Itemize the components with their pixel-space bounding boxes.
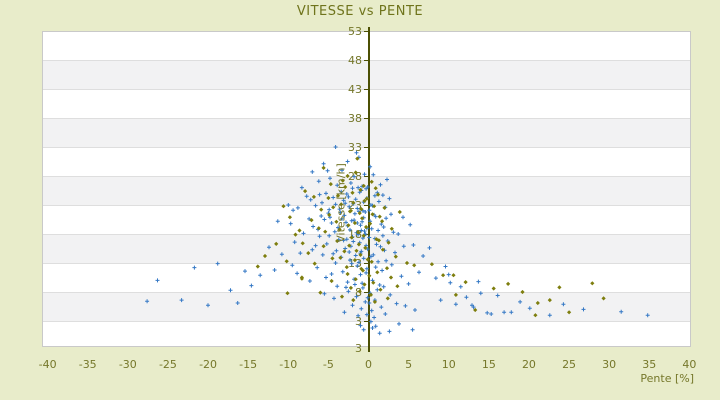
x-tick-label: -15 xyxy=(239,358,257,371)
x-tick-label: -5 xyxy=(323,358,334,371)
x-tick-label: 0 xyxy=(365,358,372,371)
y-tick-label: 53 xyxy=(348,25,362,38)
x-tick-label: 25 xyxy=(562,358,576,371)
y-tick-label: 33 xyxy=(348,141,362,154)
x-tick-label: 30 xyxy=(602,358,616,371)
y-axis-title: Vitesse [km/h] xyxy=(334,163,348,243)
y-tick-label: 3 xyxy=(355,315,362,328)
plot-band xyxy=(42,89,691,118)
x-tick-label: 20 xyxy=(522,358,536,371)
y-tick-label: 38 xyxy=(348,112,362,125)
plot-band xyxy=(42,60,691,89)
plot-band xyxy=(42,321,691,347)
y-tick-label: 43 xyxy=(348,83,362,96)
plot-band xyxy=(42,31,691,60)
x-tick-label: -20 xyxy=(199,358,217,371)
x-tick-label: 15 xyxy=(482,358,496,371)
plot-band xyxy=(42,118,691,147)
x-tick-label: -10 xyxy=(279,358,297,371)
chart-title: VITESSE vs PENTE xyxy=(296,4,424,19)
x-tick-label: -40 xyxy=(39,358,57,371)
x-axis-title: Pente [%] xyxy=(640,372,694,385)
x-tick-label: -35 xyxy=(79,358,97,371)
x-tick-label: 40 xyxy=(682,358,696,371)
y-tick-label: 8 xyxy=(355,286,362,299)
y-tick-label: 48 xyxy=(348,54,362,67)
x-tick-label: 5 xyxy=(405,358,412,371)
plot-band xyxy=(42,147,691,176)
plot-band xyxy=(42,292,691,321)
x-tick-label: -30 xyxy=(119,358,137,371)
y-axis-end-label: 3 xyxy=(355,342,362,355)
x-tick-label: -25 xyxy=(159,358,177,371)
x-tick-label: 35 xyxy=(642,358,656,371)
x-tick-label: 10 xyxy=(442,358,456,371)
